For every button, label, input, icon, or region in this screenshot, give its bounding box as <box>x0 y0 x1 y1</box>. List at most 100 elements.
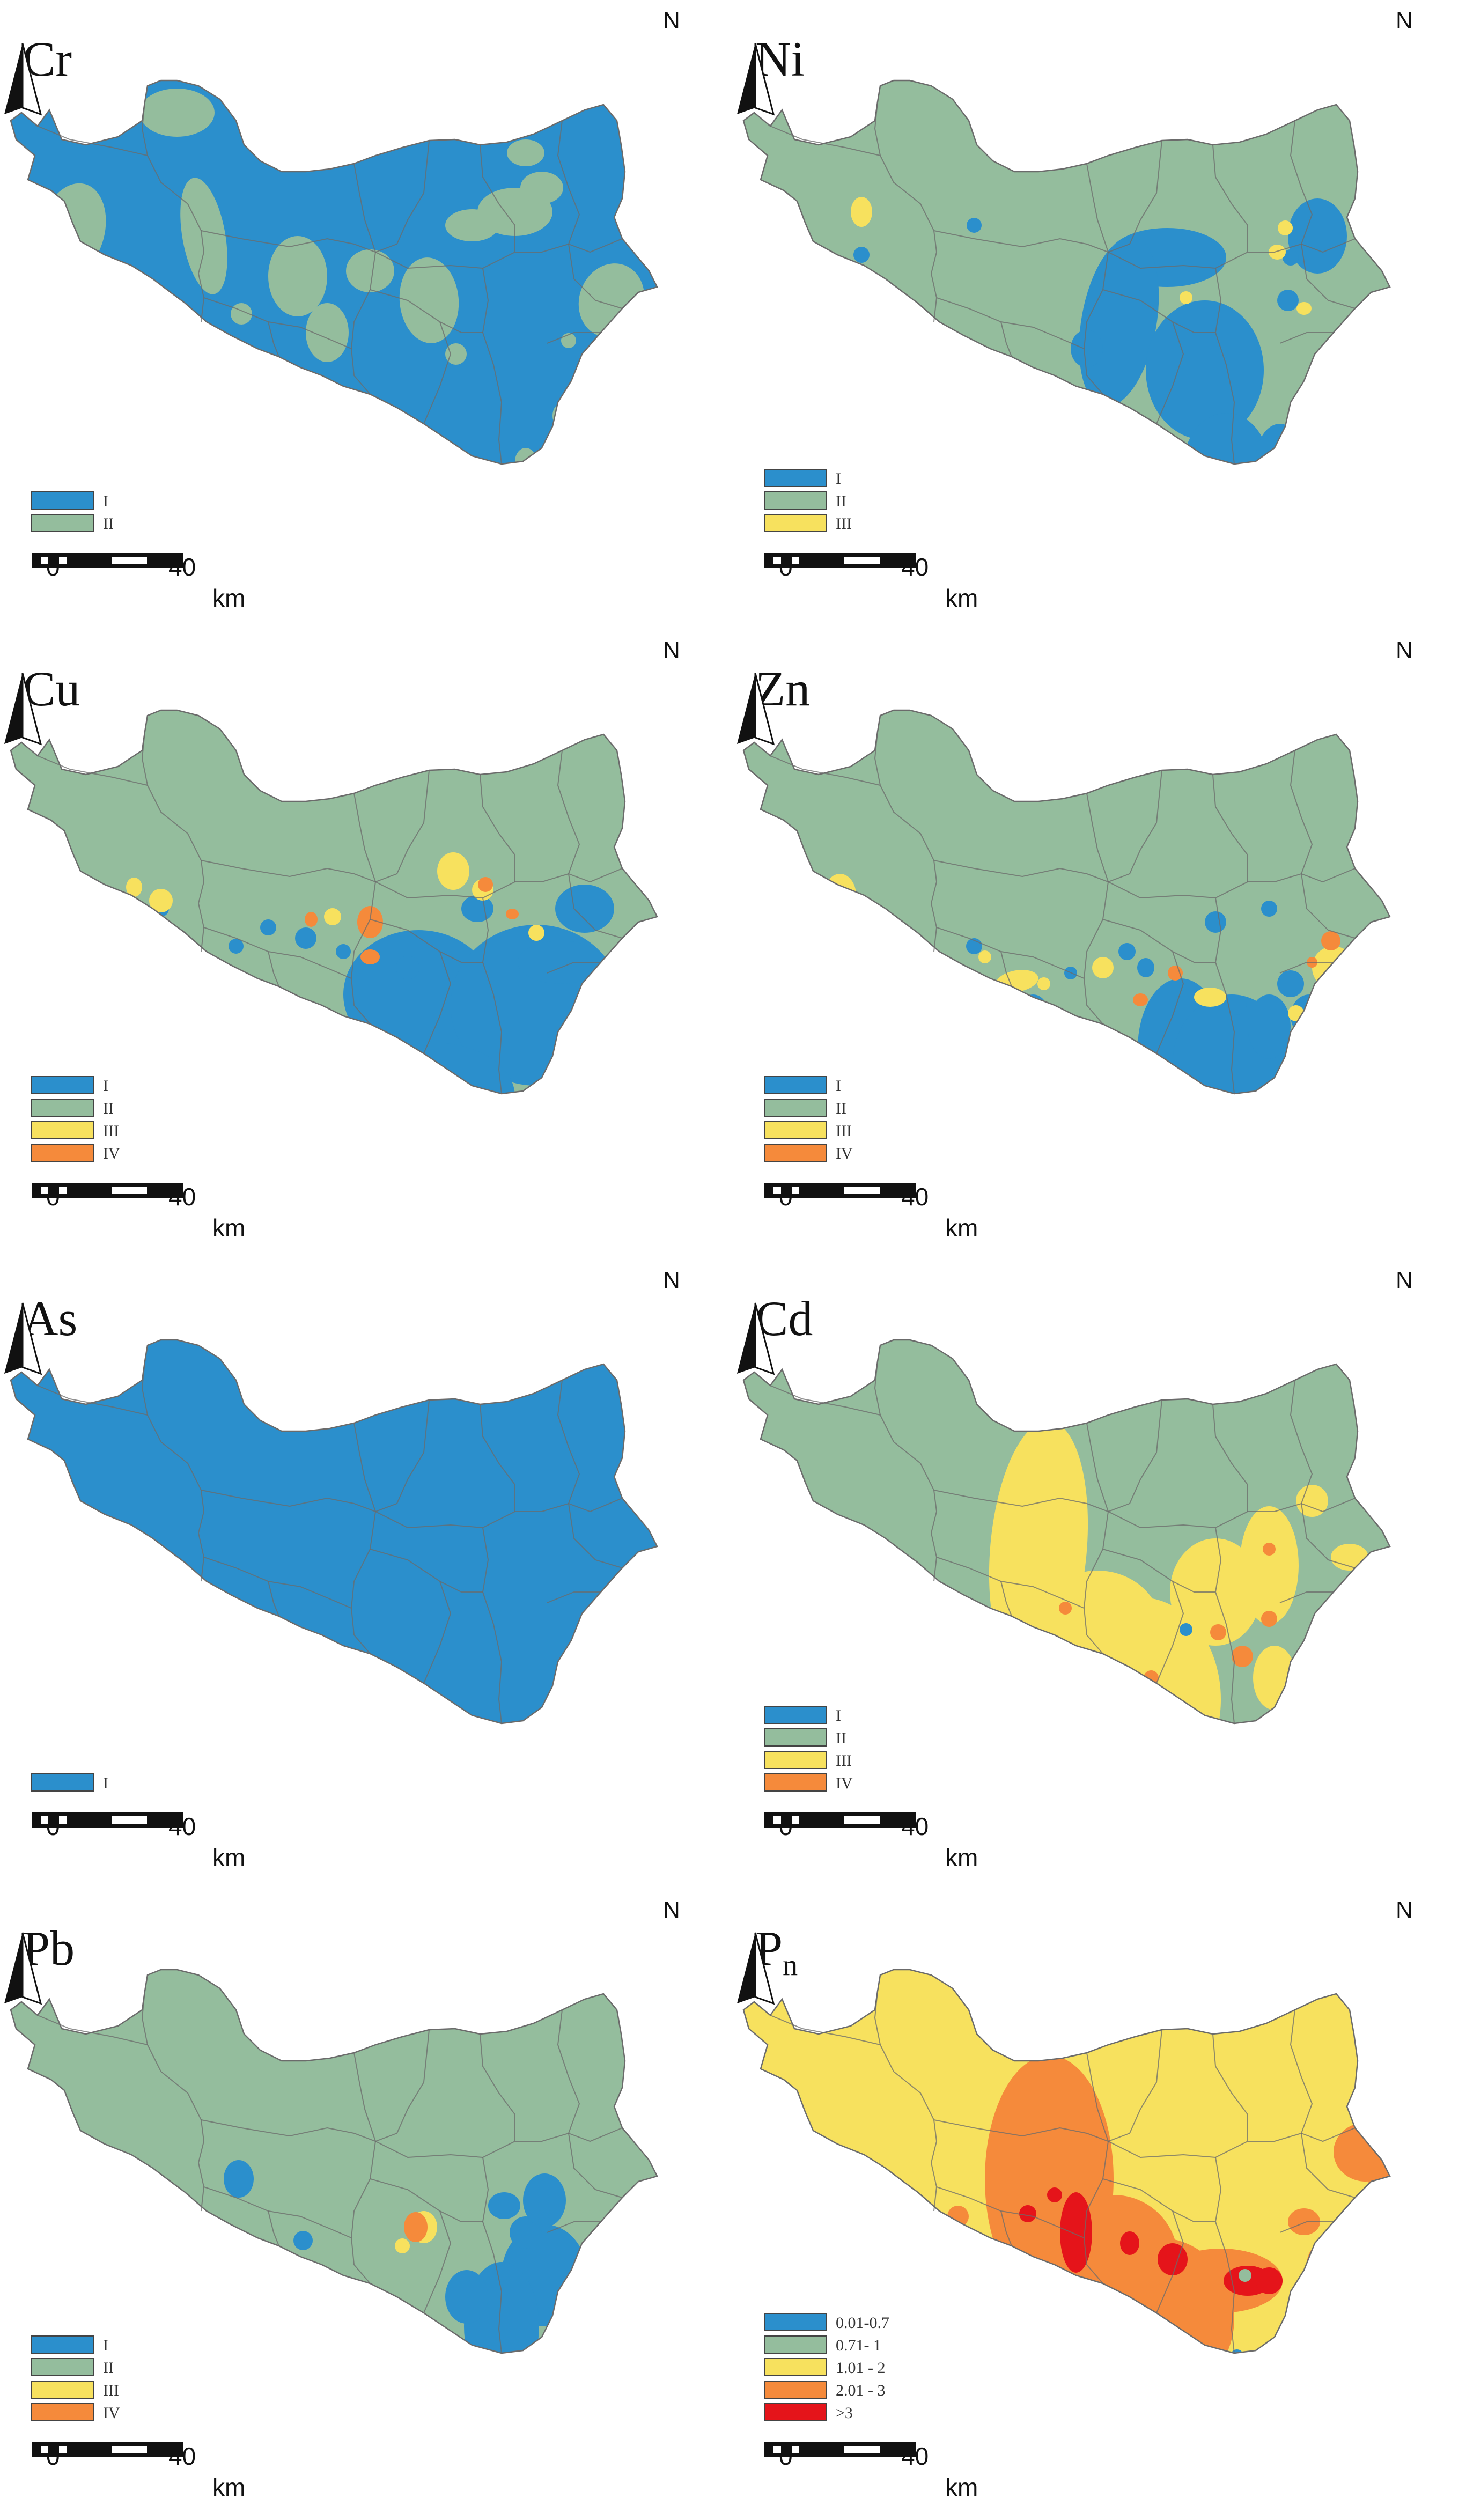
zone-class-III-23 <box>577 1078 598 1094</box>
zone-class-I-4 <box>555 885 614 933</box>
zone-class-IV-3 <box>1159 2249 1283 2313</box>
district-boundary <box>439 951 483 963</box>
north-arrow-icon <box>737 673 775 746</box>
district-boundary <box>370 1549 452 1684</box>
zone-class-V-16 <box>1060 2192 1092 2273</box>
district-boundary <box>1290 1380 1313 1504</box>
zone-class-I-6 <box>1248 994 1291 1059</box>
zone-class-III-12 <box>851 197 872 227</box>
district-boundary <box>1301 2133 1356 2198</box>
zone-class-III-26 <box>126 878 142 897</box>
district-boundary <box>1214 268 1235 465</box>
legend-label: I <box>103 1774 108 1792</box>
district-boundary <box>203 1557 352 1609</box>
zone-class-I-15 <box>1262 1132 1277 1147</box>
scale-bar-graphic <box>32 2442 183 2457</box>
zone-class-III-27 <box>462 1148 482 1168</box>
zone-class-IV-8 <box>811 2214 827 2230</box>
legend-swatch <box>764 514 827 532</box>
district-boundary <box>1102 289 1184 424</box>
panel-title-text: Cu <box>23 661 80 716</box>
legend-item: I <box>764 1706 978 1726</box>
scale-unit-label: km <box>212 1214 246 1242</box>
zone-class-I-4 <box>510 2216 542 2249</box>
district-boundary <box>547 962 601 974</box>
zone-class-II-1 <box>180 178 227 294</box>
legend-swatch <box>764 469 827 487</box>
zone-class-I-17 <box>336 944 351 959</box>
north-arrow-icon <box>4 1302 42 1375</box>
north-label: N <box>1396 8 1413 34</box>
zone-class-III-18 <box>784 965 810 986</box>
zone-class-II-18 <box>269 403 289 423</box>
map-cu <box>10 709 658 1168</box>
zone-class-I-29 <box>1297 1652 1306 1661</box>
zone-class-II-12 <box>346 249 394 292</box>
zone-class-IV-20 <box>1210 1624 1226 1640</box>
zone-class-V-21 <box>1256 2267 1283 2294</box>
north-arrow-icon <box>4 673 42 746</box>
legend-label: III <box>836 515 852 533</box>
legend-label: III <box>836 1752 852 1770</box>
district-boundary <box>936 1557 1085 1609</box>
legend-swatch <box>31 1144 94 1162</box>
legend-item: I <box>31 491 246 512</box>
zone-class-IV-16 <box>1065 1672 1087 1694</box>
zone-class-IV-21 <box>1263 1543 1276 1556</box>
north-label: N <box>1396 1267 1413 1293</box>
zone-class-IV-31 <box>360 949 380 964</box>
legend-item: III <box>764 1121 978 1141</box>
legend-label: II <box>103 515 114 533</box>
zone-class-I-12 <box>461 895 493 922</box>
panel-title: Cd <box>755 1294 813 1343</box>
zone-class-I-28 <box>1175 1755 1186 1767</box>
north-label: N <box>663 1897 680 1923</box>
district-boundary <box>1212 1404 1248 1512</box>
legend-label: IV <box>103 2404 120 2422</box>
zone-class-I-2 <box>354 1043 515 1094</box>
region-outline <box>742 79 1391 465</box>
legend-item: III <box>31 2381 246 2401</box>
region-outline <box>742 709 1391 1095</box>
map-panel-cu: CuNIIIIIIIV040km <box>0 630 733 1259</box>
legend-swatch <box>31 1076 94 1094</box>
district-boundary <box>557 120 580 245</box>
district-boundary <box>439 1581 483 1593</box>
district-boundary <box>1279 332 1334 344</box>
legend-item: 0.01-0.7 <box>764 2313 978 2333</box>
zone-class-I-15 <box>422 2413 437 2428</box>
panel-title: Cu <box>23 664 80 713</box>
zone-class-II-2 <box>268 236 327 316</box>
region-base-cr <box>11 80 657 464</box>
zone-class-I-9 <box>829 260 851 287</box>
district-boundary <box>396 770 430 874</box>
zone-class-I-6 <box>1256 424 1304 464</box>
zone-class-I-12 <box>574 2324 617 2350</box>
legend-swatch <box>764 2403 827 2421</box>
zone-class-IV-4 <box>1307 2238 1360 2291</box>
district-boundary <box>370 289 452 424</box>
district-boundary <box>880 2044 938 2212</box>
zone-class-I-14 <box>293 2231 313 2250</box>
district-boundary <box>396 140 430 245</box>
district-boundary <box>1279 962 1334 974</box>
district-boundary <box>1279 1591 1334 1603</box>
legend-label: III <box>836 1122 852 1140</box>
legend-item: I <box>764 469 978 489</box>
district-boundary <box>936 297 1085 349</box>
zone-class-IV-22 <box>1059 1602 1072 1615</box>
district-boundary <box>203 297 352 349</box>
zone-class-II-32 <box>1239 2269 1251 2282</box>
zone-class-I-11 <box>470 2354 490 2374</box>
legend-label: II <box>836 1729 846 1747</box>
district-boundary <box>268 321 279 357</box>
legend-swatch <box>764 1728 827 1747</box>
zone-class-I-5 <box>1118 943 1136 960</box>
zone-class-I-20 <box>967 218 982 233</box>
district-boundary <box>568 1503 623 1568</box>
zone-class-IV-6 <box>1293 2283 1331 2310</box>
zone-class-I-3 <box>1183 413 1269 464</box>
zone-class-III-22 <box>555 1064 577 1091</box>
zone-class-III-28 <box>324 908 341 925</box>
district-boundary <box>1290 120 1313 245</box>
